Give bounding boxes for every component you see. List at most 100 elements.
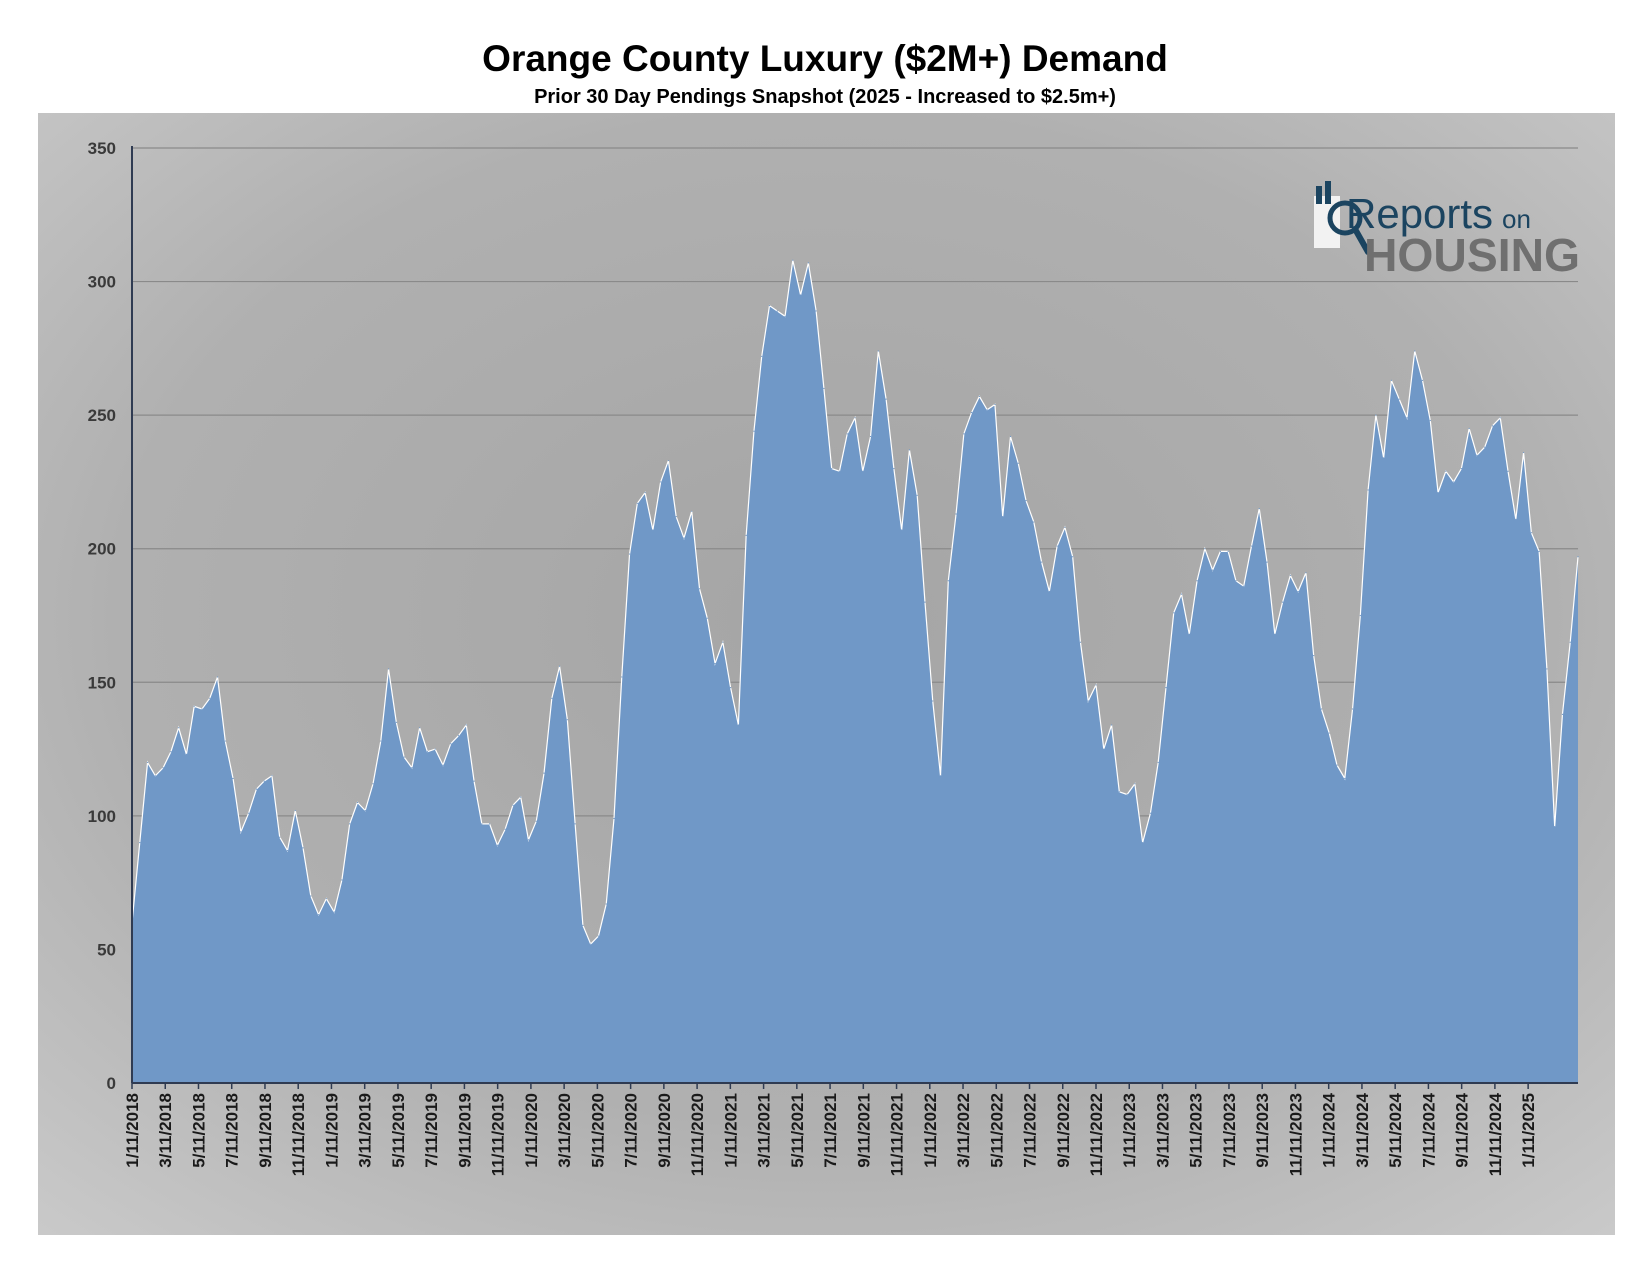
data-point	[776, 310, 778, 312]
data-point	[994, 403, 996, 406]
x-tick-label: 11/11/2021	[888, 1093, 907, 1176]
data-point	[302, 847, 304, 849]
data-point	[1414, 350, 1416, 352]
data-point	[971, 411, 973, 414]
data-point	[745, 534, 747, 536]
data-point	[792, 259, 794, 261]
data-point	[1507, 470, 1509, 472]
logo-on-text: on	[1502, 204, 1531, 234]
data-point	[349, 823, 351, 825]
data-point	[1421, 379, 1424, 382]
x-tick-label: 11/11/2023	[1286, 1093, 1305, 1176]
y-tick-label: 0	[107, 1074, 116, 1093]
data-point	[698, 588, 701, 590]
data-point	[939, 775, 942, 777]
x-tick-label: 7/11/2023	[1220, 1093, 1239, 1168]
x-tick-label: 1/11/2022	[921, 1093, 940, 1168]
data-point	[356, 801, 359, 804]
data-point	[504, 828, 506, 830]
data-point	[644, 492, 646, 494]
data-point	[1196, 580, 1198, 582]
data-point	[496, 844, 498, 846]
data-point	[527, 839, 530, 841]
data-point	[652, 529, 654, 531]
chart-subtitle: Prior 30 Day Pendings Snapshot (2025 - I…	[534, 86, 1116, 108]
data-point	[1577, 556, 1579, 558]
data-point	[714, 662, 716, 665]
x-tick-label: 3/11/2023	[1153, 1093, 1172, 1168]
x-tick-label: 3/11/2019	[356, 1093, 375, 1168]
x-tick-label: 11/11/2019	[489, 1093, 508, 1176]
data-point	[1056, 545, 1058, 547]
data-point	[621, 676, 623, 678]
data-point	[799, 294, 802, 296]
data-point	[558, 665, 561, 667]
x-tick-label: 1/11/2018	[123, 1093, 142, 1168]
data-point	[1072, 556, 1074, 558]
logo-reports-text: Reports	[1346, 190, 1493, 237]
y-axis-ticks: 0 50 100 150 200 250 300 350	[88, 139, 116, 1093]
data-point	[1546, 668, 1548, 670]
data-point	[1429, 419, 1431, 422]
data-point	[255, 788, 257, 790]
data-point	[535, 820, 537, 822]
data-point	[1110, 724, 1113, 726]
data-point	[146, 761, 149, 764]
x-tick-label: 1/11/2020	[522, 1093, 541, 1168]
data-point	[1515, 518, 1517, 520]
data-point	[1289, 574, 1291, 577]
data-point	[955, 513, 957, 515]
data-point	[566, 719, 568, 721]
data-point	[1569, 641, 1571, 643]
data-point	[1390, 379, 1393, 382]
data-point	[286, 849, 289, 852]
data-point	[1118, 791, 1120, 793]
x-tick-label: 7/11/2018	[223, 1093, 242, 1168]
x-tick-label: 3/11/2018	[156, 1093, 175, 1168]
data-point	[838, 470, 841, 472]
x-tick-label: 5/11/2023	[1187, 1093, 1206, 1168]
data-point	[667, 459, 670, 462]
data-point	[1359, 614, 1361, 617]
chart-title: Orange County Luxury ($2M+) Demand	[482, 38, 1168, 79]
data-point	[1048, 590, 1050, 593]
data-point	[442, 764, 444, 766]
data-point	[512, 804, 514, 806]
data-point	[1266, 561, 1268, 563]
data-point	[722, 641, 724, 643]
data-point	[1064, 526, 1066, 528]
data-point	[1142, 841, 1144, 844]
data-point	[317, 914, 320, 916]
data-point	[216, 676, 219, 678]
x-tick-label: 3/11/2022	[954, 1093, 973, 1168]
data-point	[1157, 761, 1159, 764]
data-point	[248, 812, 250, 814]
magnifier-house-icon	[1314, 181, 1371, 255]
data-point	[574, 823, 576, 825]
y-tick-label: 250	[88, 406, 116, 425]
x-tick-label: 1/11/2021	[721, 1093, 740, 1168]
data-point	[1468, 427, 1470, 430]
data-point	[660, 481, 662, 483]
data-point	[1165, 687, 1167, 689]
data-point	[1491, 425, 1494, 427]
data-point	[1095, 684, 1097, 686]
data-point	[893, 467, 895, 470]
data-point	[1126, 793, 1128, 796]
x-tick-label: 9/11/2018	[256, 1093, 275, 1168]
data-point	[1538, 550, 1540, 552]
data-point	[1180, 593, 1183, 595]
area-fill	[132, 260, 1578, 1083]
data-point	[232, 777, 234, 780]
data-point	[1227, 550, 1229, 552]
data-point	[947, 580, 949, 582]
data-point	[271, 775, 273, 777]
data-point	[597, 935, 600, 937]
data-point	[1087, 700, 1089, 702]
x-tick-label: 1/11/2024	[1320, 1092, 1339, 1167]
area-series	[131, 259, 1579, 1083]
data-point	[1499, 417, 1501, 419]
data-point	[1188, 633, 1190, 635]
data-point	[1235, 580, 1237, 582]
data-point	[761, 355, 763, 357]
